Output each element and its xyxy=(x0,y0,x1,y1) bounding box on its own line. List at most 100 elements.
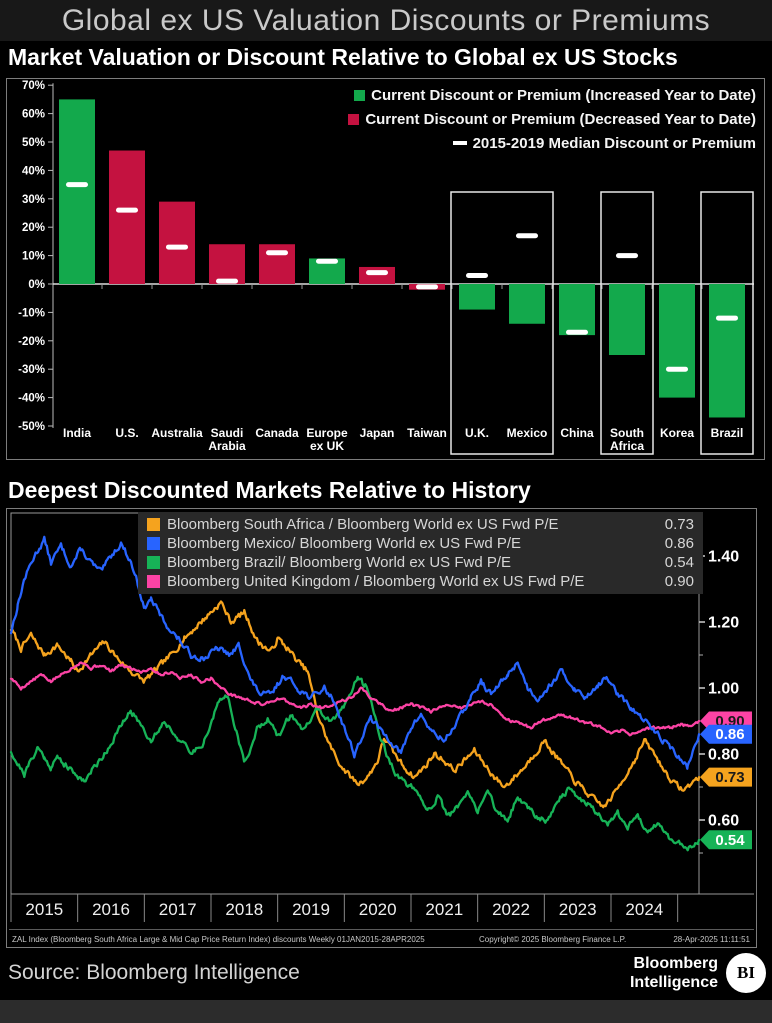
category-label: South xyxy=(610,426,644,440)
y-axis-label: 1.00 xyxy=(708,681,739,698)
median-marker xyxy=(116,207,138,213)
line-chart-legend: Bloomberg South Africa / Bloomberg World… xyxy=(138,512,703,594)
median-marker xyxy=(716,315,738,321)
highlight-box xyxy=(450,191,554,455)
bar-India xyxy=(59,99,95,285)
x-axis-year-label: 2021 xyxy=(425,900,463,919)
legend-label: Bloomberg United Kingdom / Bloomberg Wor… xyxy=(167,573,585,590)
y-axis-label: 10% xyxy=(22,251,45,263)
y-axis-label: 0.60 xyxy=(708,813,739,830)
source-bar: Source: Bloomberg Intelligence Bloomberg… xyxy=(0,948,772,1000)
bar-chart-legend: Current Discount or Premium (Increased Y… xyxy=(348,83,756,155)
legend-value: 0.54 xyxy=(664,554,694,571)
x-axis-year-label: 2019 xyxy=(292,900,330,919)
legend-item-south-africa: Bloomberg South Africa / Bloomberg World… xyxy=(138,515,703,534)
bottom-strip xyxy=(0,1000,772,1023)
legend-item-brazil: Bloomberg Brazil/ Bloomberg World ex US … xyxy=(138,553,703,572)
bar-chart-svg: -50% -40% -30% -20% -10% 0% 10% 20% 30% 40% 50% 60%… xyxy=(18,80,754,455)
legend-value: 0.86 xyxy=(664,535,694,552)
legend-label: Bloomberg Brazil/ Bloomberg World ex US … xyxy=(167,554,512,571)
category-label: U.K. xyxy=(465,426,489,440)
x-axis-year-label: 2015 xyxy=(25,900,63,919)
median-marker xyxy=(316,258,338,264)
pink-swatch-icon xyxy=(147,575,160,588)
value-badge xyxy=(700,724,752,744)
line-series-0 xyxy=(9,600,701,809)
footnote-index-info: ZAL Index (Bloomberg South Africa Large … xyxy=(12,935,425,944)
green-line-swatch-icon xyxy=(147,556,160,569)
x-axis-year-label: 2022 xyxy=(492,900,530,919)
legend-item-decreased: Current Discount or Premium (Decreased Y… xyxy=(348,107,756,131)
page-title: Global ex US Valuation Discounts or Prem… xyxy=(61,3,711,37)
category-label: Saudi xyxy=(211,426,244,440)
legend-label: 2015-2019 Median Discount or Premium xyxy=(472,134,756,152)
category-label: U.S. xyxy=(115,426,138,440)
bar-Brazil xyxy=(709,284,745,418)
bi-badge-icon: BI xyxy=(726,953,766,993)
legend-label: Current Discount or Premium (Decreased Y… xyxy=(365,110,756,128)
y-axis-label: -10% xyxy=(18,307,45,319)
value-badge xyxy=(700,830,752,850)
legend-item-united-kingdom: Bloomberg United Kingdom / Bloomberg Wor… xyxy=(138,572,703,591)
y-axis-label: 0% xyxy=(28,279,45,291)
brand-line2: Intelligence xyxy=(629,974,718,991)
y-axis-label: -50% xyxy=(18,421,45,433)
bar-Saudi Arabia xyxy=(209,244,245,284)
y-axis-label: 30% xyxy=(22,194,45,206)
y-axis-label: -30% xyxy=(18,364,45,376)
legend-item-median: 2015-2019 Median Discount or Premium xyxy=(452,131,756,155)
category-label: Mexico xyxy=(507,426,548,440)
legend-item-increased: Current Discount or Premium (Increased Y… xyxy=(354,83,756,107)
bar-South Africa xyxy=(609,284,645,355)
title-bar: Global ex US Valuation Discounts or Prem… xyxy=(0,0,772,43)
y-axis-label: 50% xyxy=(22,137,45,149)
footnote-copyright: Copyright© 2025 Bloomberg Finance L.P. xyxy=(479,935,627,944)
median-marker xyxy=(66,182,88,188)
legend-item-mexico: Bloomberg Mexico/ Bloomberg World ex US … xyxy=(138,534,703,553)
median-marker xyxy=(516,233,538,239)
chart-footnote: ZAL Index (Bloomberg South Africa Large … xyxy=(9,929,754,947)
category-label: Japan xyxy=(360,426,395,440)
brand-line1: Bloomberg xyxy=(633,955,718,972)
bar-Japan xyxy=(359,266,395,284)
brand-text: Bloomberg Intelligence xyxy=(630,954,718,992)
x-axis-year-label: 2016 xyxy=(92,900,130,919)
y-axis-label: -40% xyxy=(18,393,45,405)
bar-China xyxy=(559,284,595,336)
y-axis-label: 40% xyxy=(22,165,45,177)
y-axis-label: -20% xyxy=(18,336,45,348)
bar-Korea xyxy=(659,284,695,398)
legend-value: 0.90 xyxy=(664,573,694,590)
line-series-2 xyxy=(9,675,701,852)
legend-label: Bloomberg Mexico/ Bloomberg World ex US … xyxy=(167,535,522,552)
bar-U.S. xyxy=(109,150,145,284)
median-dash-icon xyxy=(452,141,467,145)
category-label: Canada xyxy=(255,426,299,440)
y-axis-label: 60% xyxy=(22,109,45,121)
x-axis-year-label: 2018 xyxy=(225,900,263,919)
y-axis-label: 1.20 xyxy=(708,615,739,632)
median-marker xyxy=(466,272,488,278)
line-series-1 xyxy=(9,535,701,770)
y-axis-label: 1.40 xyxy=(708,549,739,566)
legend-label: Current Discount or Premium (Increased Y… xyxy=(371,86,756,104)
highlight-box xyxy=(600,191,654,455)
x-axis-year-label: 2024 xyxy=(625,900,663,919)
x-axis-year-label: 2020 xyxy=(359,900,397,919)
category-label: Arabia xyxy=(208,439,246,453)
highlight-box xyxy=(700,191,754,455)
category-label: Australia xyxy=(151,426,203,440)
value-badge-label: 0.54 xyxy=(715,832,745,849)
x-axis-year-label: 2017 xyxy=(159,900,197,919)
category-label: India xyxy=(63,426,91,440)
category-label: Taiwan xyxy=(407,426,447,440)
line-series-3 xyxy=(9,661,701,737)
legend-label: Bloomberg South Africa / Bloomberg World… xyxy=(167,516,559,533)
category-label: Brazil xyxy=(711,426,744,440)
x-axis-year-label: 2023 xyxy=(559,900,597,919)
orange-swatch-icon xyxy=(147,518,160,531)
blue-swatch-icon xyxy=(147,537,160,550)
category-label: Africa xyxy=(610,439,644,453)
red-swatch-icon xyxy=(348,113,360,125)
